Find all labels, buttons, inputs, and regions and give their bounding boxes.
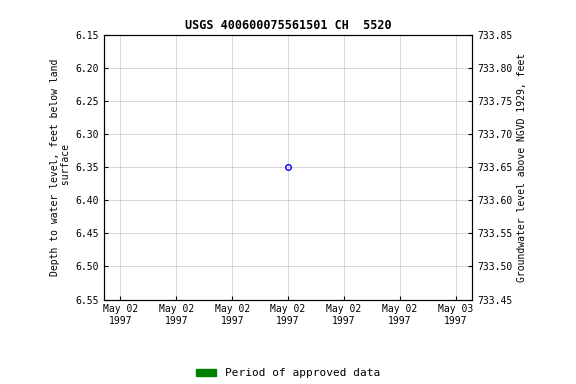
Title: USGS 400600075561501 CH  5520: USGS 400600075561501 CH 5520: [185, 19, 391, 32]
Y-axis label: Groundwater level above NGVD 1929, feet: Groundwater level above NGVD 1929, feet: [517, 53, 526, 281]
Legend: Period of approved data: Period of approved data: [196, 368, 380, 379]
Y-axis label: Depth to water level, feet below land
 surface: Depth to water level, feet below land su…: [50, 58, 71, 276]
